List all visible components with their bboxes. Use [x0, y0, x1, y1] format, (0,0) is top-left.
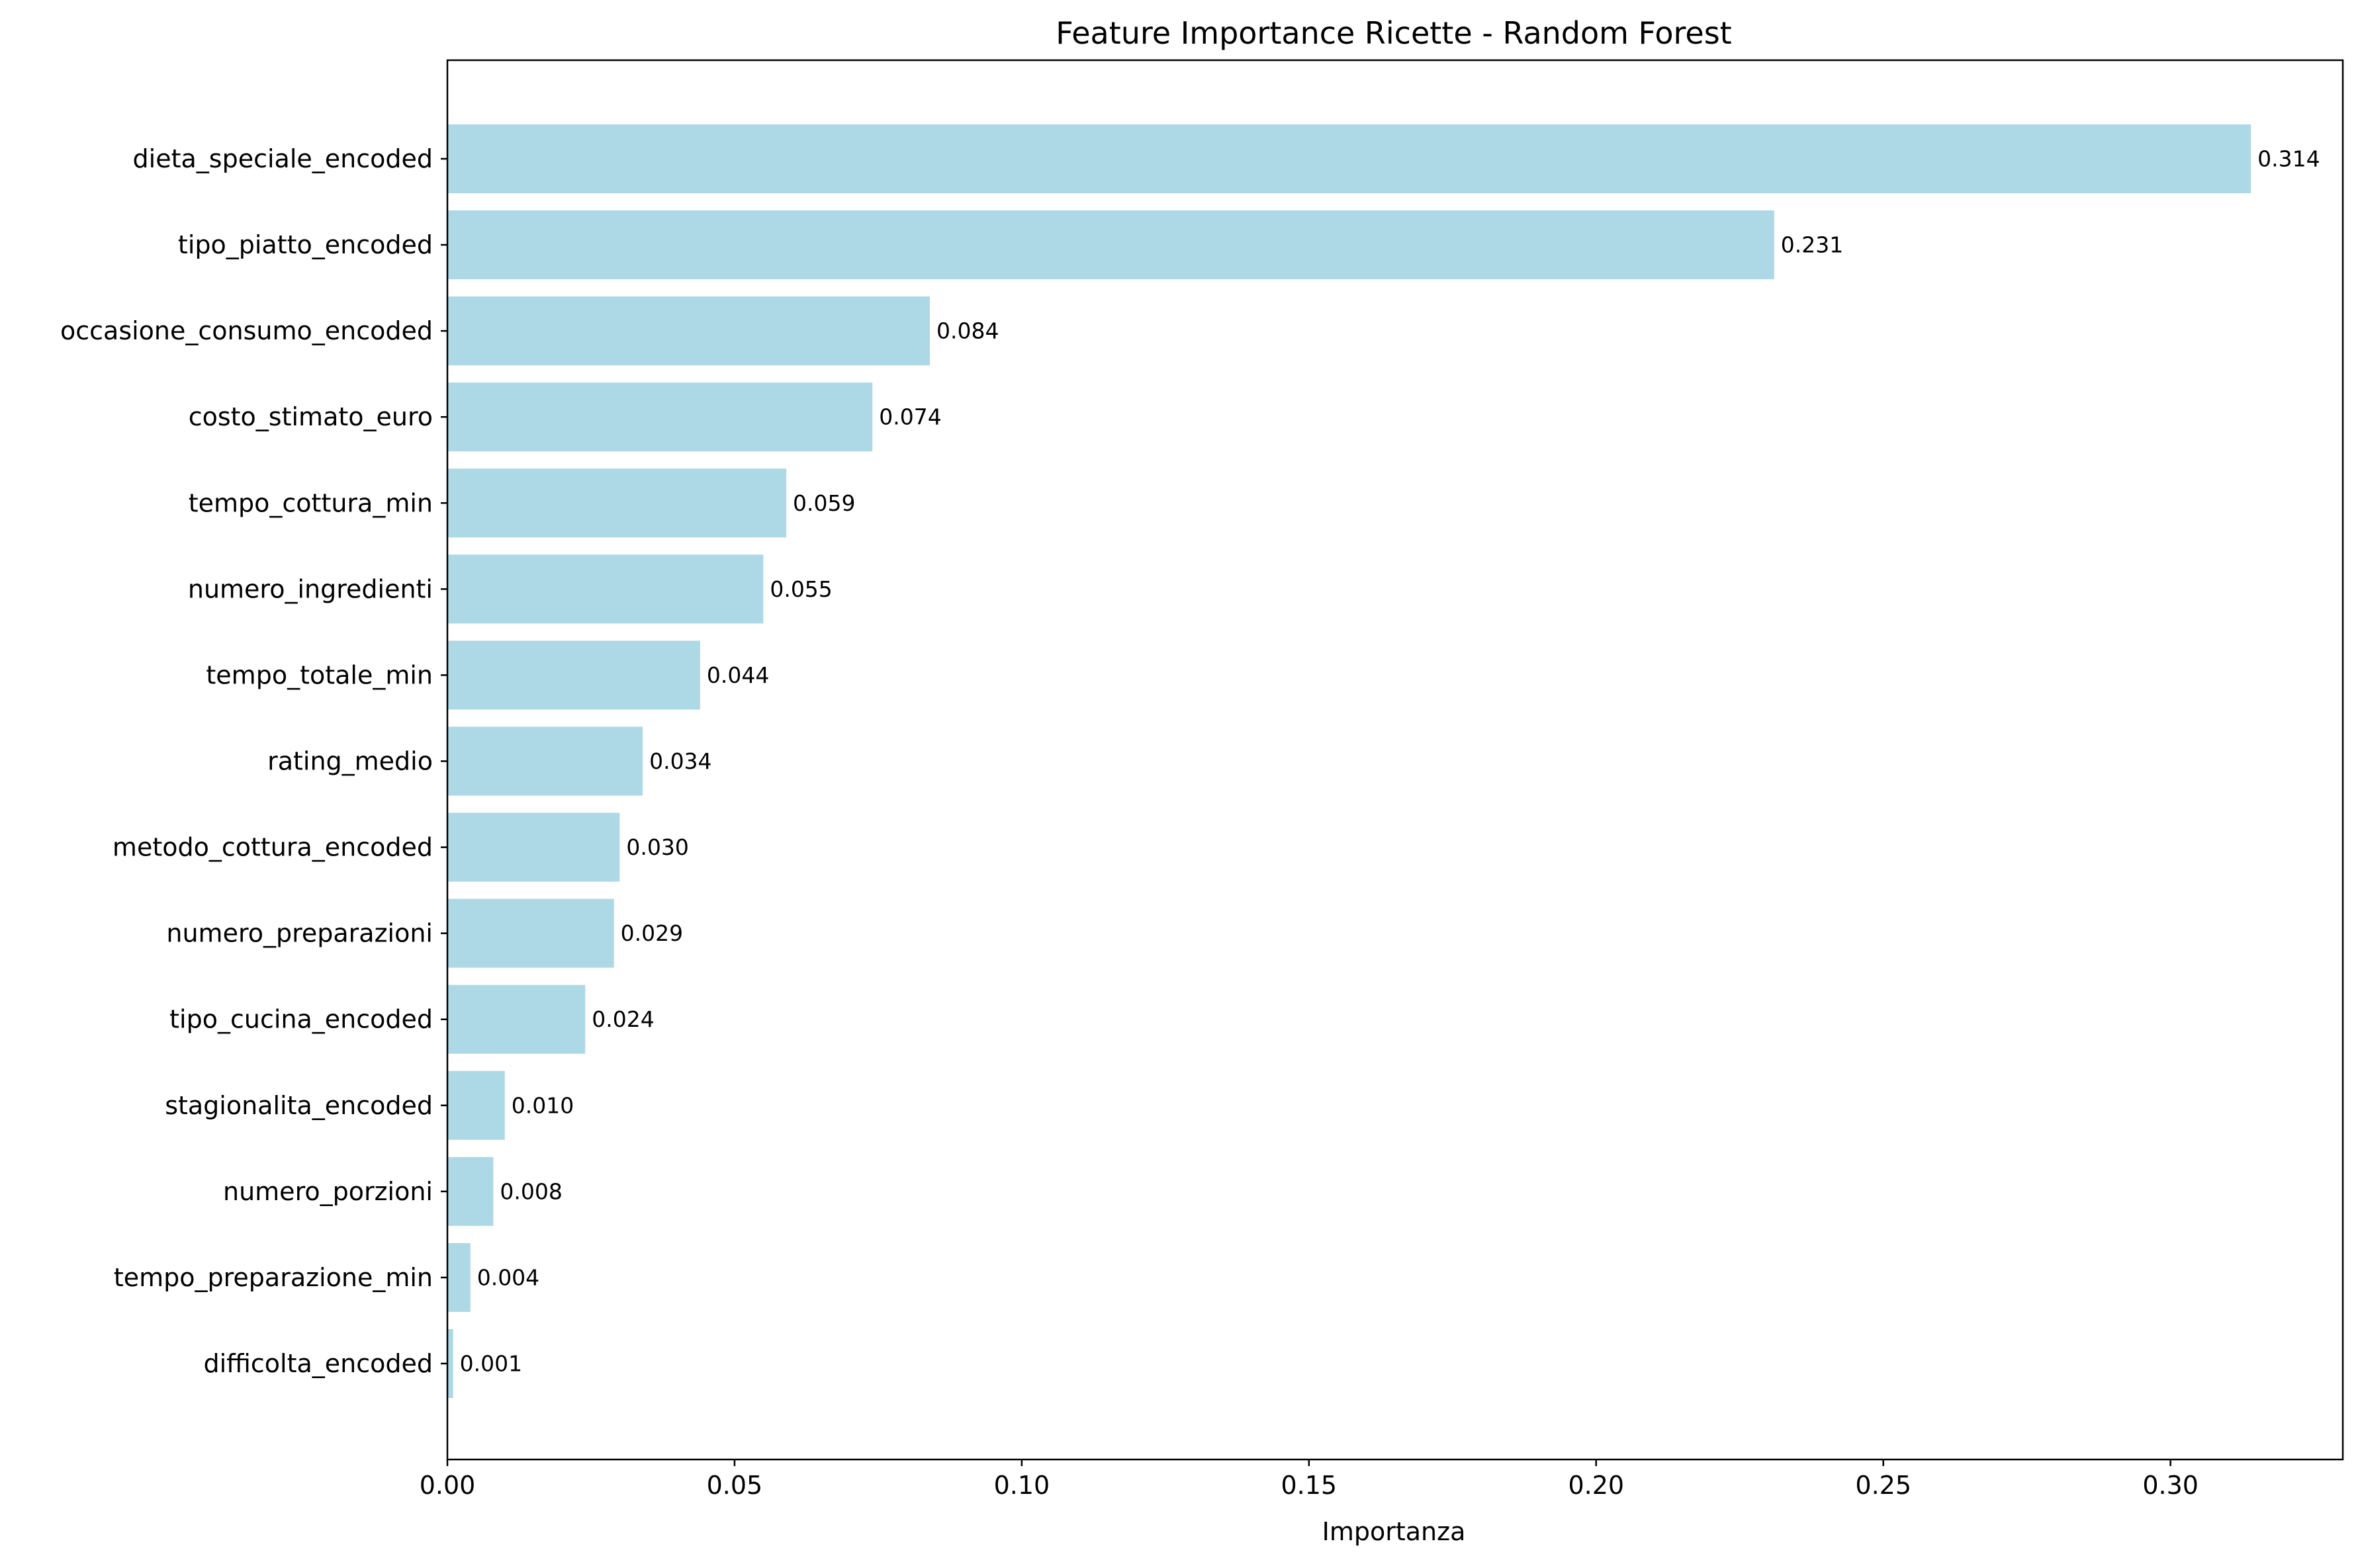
value-label: 0.074 [879, 404, 941, 430]
bar [447, 726, 643, 796]
bar [447, 554, 764, 624]
category-label: numero_porzioni [223, 1177, 433, 1206]
category-label: metodo_cottura_encoded [113, 833, 433, 862]
value-label: 0.001 [460, 1351, 522, 1377]
bar [447, 640, 700, 710]
x-tick-label: 0.30 [2142, 1471, 2199, 1500]
x-tick-label: 0.15 [1281, 1471, 1338, 1500]
value-label: 0.004 [477, 1264, 539, 1290]
category-label: occasione_consumo_encoded [60, 316, 433, 345]
bar [447, 296, 931, 366]
x-axis-label: Importanza [1322, 1517, 1466, 1546]
category-label: tempo_cottura_min [189, 488, 433, 517]
category-label: stagionalita_encoded [165, 1091, 433, 1120]
value-label: 0.024 [592, 1006, 654, 1032]
x-tick-label: 0.05 [707, 1471, 763, 1500]
value-label: 0.044 [707, 662, 769, 688]
category-labels: dieta_speciale_encoded tipo_piatto_encode… [60, 144, 447, 1378]
plot-frame [446, 59, 2344, 1461]
bar [447, 1328, 453, 1399]
value-label: 0.055 [770, 576, 832, 602]
value-label: 0.059 [793, 490, 855, 516]
category-label: tempo_totale_min [206, 660, 433, 689]
category-label: rating_medio [267, 747, 433, 776]
x-tick-label: 0.25 [1855, 1471, 1911, 1500]
value-label: 0.010 [512, 1092, 574, 1118]
bar [447, 468, 787, 538]
bar [447, 984, 586, 1054]
value-label: 0.084 [936, 318, 999, 344]
bar [447, 210, 1774, 280]
value-label: 0.030 [626, 834, 688, 860]
category-label: costo_stimato_euro [189, 402, 433, 431]
bar [447, 1156, 494, 1226]
chart-title: Feature Importance Ricette - Random Fore… [1056, 15, 1731, 51]
category-label: difficolta_encoded [203, 1349, 433, 1378]
category-label: tipo_cucina_encoded [169, 1005, 433, 1034]
bar [447, 1242, 471, 1312]
bar [447, 812, 620, 882]
category-label: numero_preparazioni [166, 919, 433, 948]
category-label: numero_ingredienti [188, 574, 433, 603]
category-label: dieta_speciale_encoded [133, 144, 433, 173]
value-label: 0.008 [500, 1178, 562, 1204]
x-tick-label: 0.20 [1568, 1471, 1624, 1500]
bar [447, 124, 2251, 194]
bar [447, 382, 873, 452]
x-axis-ticks: 0.00 0.05 0.10 0.15 0.20 0.25 0.30 [420, 1459, 2199, 1500]
category-label: tipo_piatto_encoded [178, 230, 433, 259]
value-label: 0.029 [621, 920, 683, 946]
value-label: 0.034 [649, 748, 711, 774]
value-labels: 0.314 0.231 0.084 0.074 0.059 0.055 0.044 0.034… [460, 146, 2320, 1377]
x-tick-label: 0.10 [994, 1471, 1050, 1500]
bars-layer [447, 124, 2251, 1399]
category-label: tempo_preparazione_min [114, 1263, 433, 1292]
x-tick-label: 0.00 [420, 1471, 476, 1500]
bar [447, 898, 614, 968]
bar [447, 1070, 505, 1140]
value-label: 0.314 [2257, 146, 2320, 172]
value-label: 0.231 [1781, 232, 1843, 258]
